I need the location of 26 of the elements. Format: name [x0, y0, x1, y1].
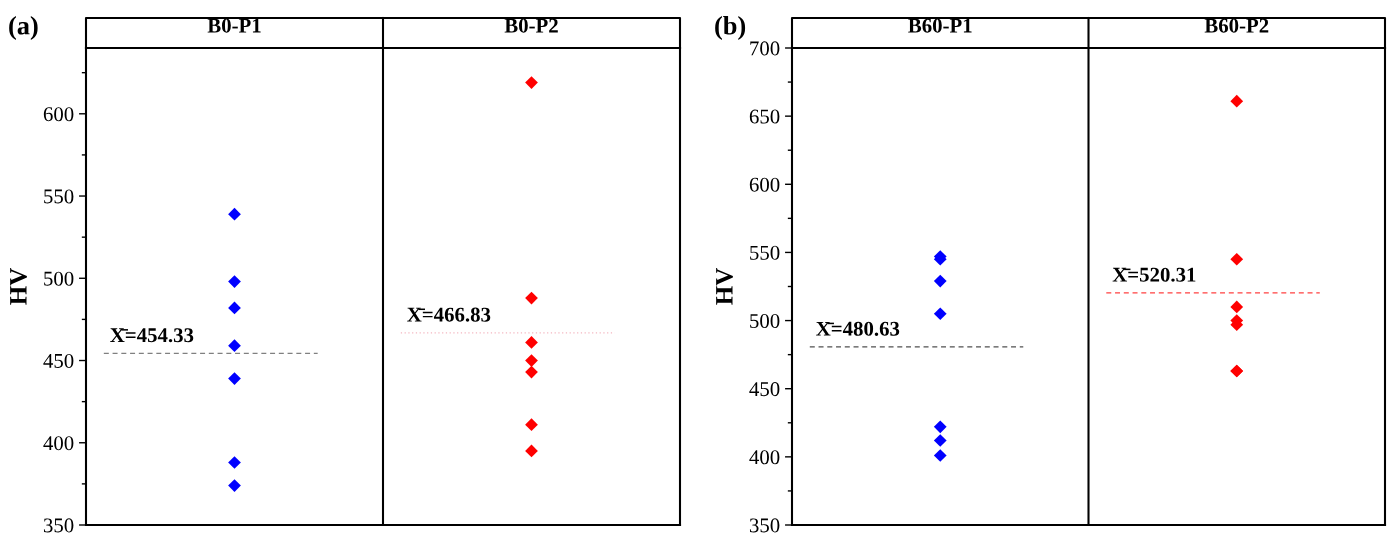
y-axis-title: HV	[716, 268, 733, 305]
y-tick-label: 400	[43, 436, 74, 451]
ref-line-label: X̄=466.83	[407, 307, 491, 322]
x-tick-label: B60-P2	[1204, 18, 1269, 33]
y-tick-label: 400	[749, 450, 780, 465]
y-tick-label: 600	[749, 177, 780, 192]
y-tick-label: 350	[749, 518, 780, 533]
y-tick-label: 500	[44, 271, 74, 286]
y-axis-title: HV	[10, 268, 27, 305]
x-tick-label: B60-P1	[908, 18, 972, 33]
y-tick-label: 650	[749, 109, 780, 124]
y-tick-label: 550	[750, 245, 780, 260]
x-tick-label: B0-P1	[207, 18, 261, 33]
y-tick-label: 350	[43, 518, 74, 533]
text: (a)	[9, 16, 38, 40]
y-tick-label: 450	[749, 382, 780, 397]
ref-line-label: X̄=520.31	[1112, 267, 1196, 282]
ref-line-label: X̄=480.63	[816, 321, 900, 336]
y-tick-label: 600	[43, 107, 74, 122]
text: (b)	[715, 16, 746, 40]
x-tick-label: B0-P2	[504, 18, 558, 33]
y-tick-label: 700	[750, 41, 780, 56]
y-tick-label: 550	[44, 189, 74, 204]
y-tick-label: 500	[750, 313, 780, 328]
ref-line-label: X̄=454.33	[110, 328, 194, 343]
y-tick-label: 450	[43, 353, 74, 368]
